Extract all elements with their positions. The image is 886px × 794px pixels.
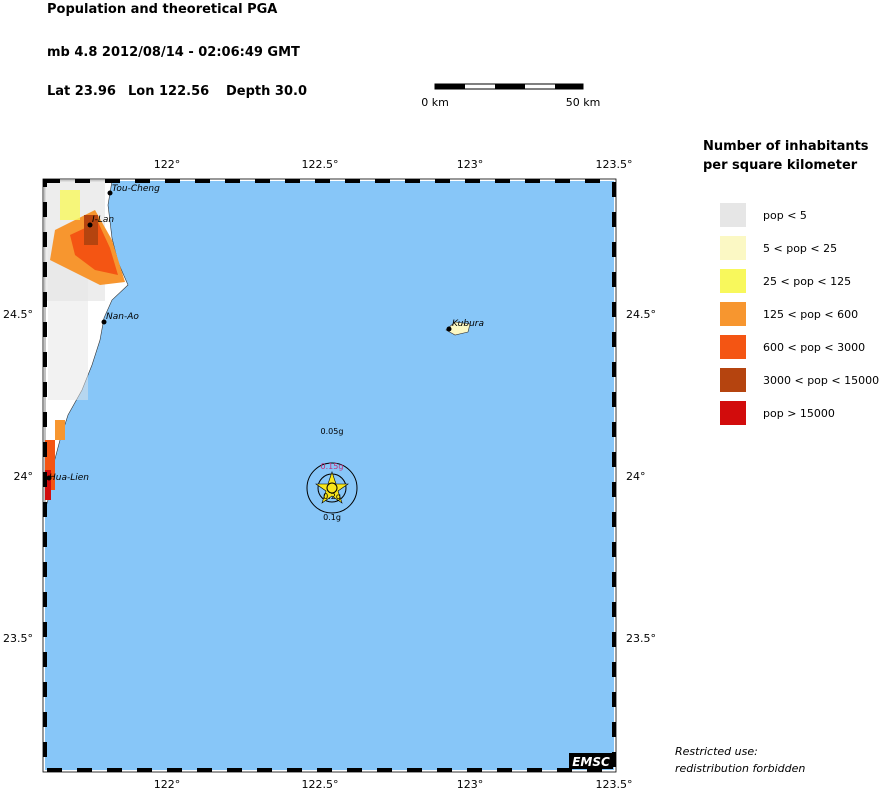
x-tick-label: 123° (457, 778, 484, 790)
title: Population and theoretical PGA (47, 2, 277, 17)
legend: pop < 5 5 < pop < 25 25 < pop < 125 125 < p… (720, 203, 879, 425)
scale-label: 0 km (421, 96, 449, 109)
legend-swatch (720, 236, 746, 260)
legend-swatch (720, 335, 746, 359)
x-tick-label: 123° (457, 158, 484, 171)
y-tick-label: 24° (626, 470, 646, 483)
legend-swatch (720, 269, 746, 293)
map-ticks: 122° 122° 122.5° 122.5° 123° 123° 123.5° 123.5°… (3, 158, 656, 791)
note: Restricted use: (675, 745, 758, 758)
place-label: Nan-Ao (106, 312, 139, 322)
place-label: Hua-Lien (49, 473, 89, 483)
y-tick-label: 23.5° (3, 632, 33, 645)
pga-label: 0.2g (323, 492, 341, 501)
legend-label: 25 < pop < 125 (763, 275, 851, 288)
legend-swatch (720, 368, 746, 392)
event: mb 4.8 2012/08/14 - 02:06:49 GMT (47, 45, 300, 60)
lon: Lon 122.56 (128, 84, 209, 99)
legend-label: 5 < pop < 25 (763, 242, 837, 255)
epicenter: 0.05g 0.15g 0.2g 0.1g (306, 427, 358, 522)
legend-label: 3000 < pop < 15000 (763, 374, 879, 387)
place-label: Tou-Cheng (112, 184, 160, 194)
legend-label: pop < 5 (763, 209, 807, 222)
legend-label: 125 < pop < 600 (763, 308, 858, 321)
pga-label: 0.1g (323, 513, 341, 522)
depth: Depth 30.0 (226, 84, 307, 99)
legend-label: 600 < pop < 3000 (763, 341, 865, 354)
map: Tou-Cheng I-Lan Nan-Ao Hua-Lien Kubura 0… (42, 178, 617, 773)
x-tick-label: 123.5° (596, 158, 633, 171)
pga-label: 0.15g (321, 462, 344, 471)
y-tick-label: 24.5° (3, 308, 33, 321)
credit: EMSC (572, 755, 610, 769)
x-tick-label: 122° (154, 158, 181, 171)
x-tick-label: 122.5° (302, 778, 339, 790)
x-tick-label: 122° (154, 778, 181, 790)
scale-label: 50 km (566, 96, 601, 109)
place-label: Kubura (452, 319, 484, 329)
place-label: I-Lan (92, 215, 114, 225)
y-tick-label: 23.5° (626, 632, 656, 645)
scale-bar: 0 km 50 km (421, 83, 601, 109)
x-tick-label: 122.5° (302, 158, 339, 171)
legend-swatch (720, 302, 746, 326)
note: redistribution forbidden (675, 762, 805, 775)
legend-swatch (720, 401, 746, 425)
legend-label: pop > 15000 (763, 407, 835, 420)
population (45, 181, 125, 500)
legend-title: per square kilometer (703, 158, 858, 173)
y-tick-label: 24.5° (626, 308, 656, 321)
legend-swatch (720, 203, 746, 227)
y-tick-label: 24° (14, 470, 34, 483)
legend-title: Number of inhabitants (703, 139, 869, 154)
pga-label: 0.05g (321, 427, 344, 436)
lat: Lat 23.96 (47, 84, 116, 99)
x-tick-label: 123.5° (596, 778, 633, 790)
places: Tou-Cheng I-Lan Nan-Ao Hua-Lien Kubura (46, 184, 484, 483)
